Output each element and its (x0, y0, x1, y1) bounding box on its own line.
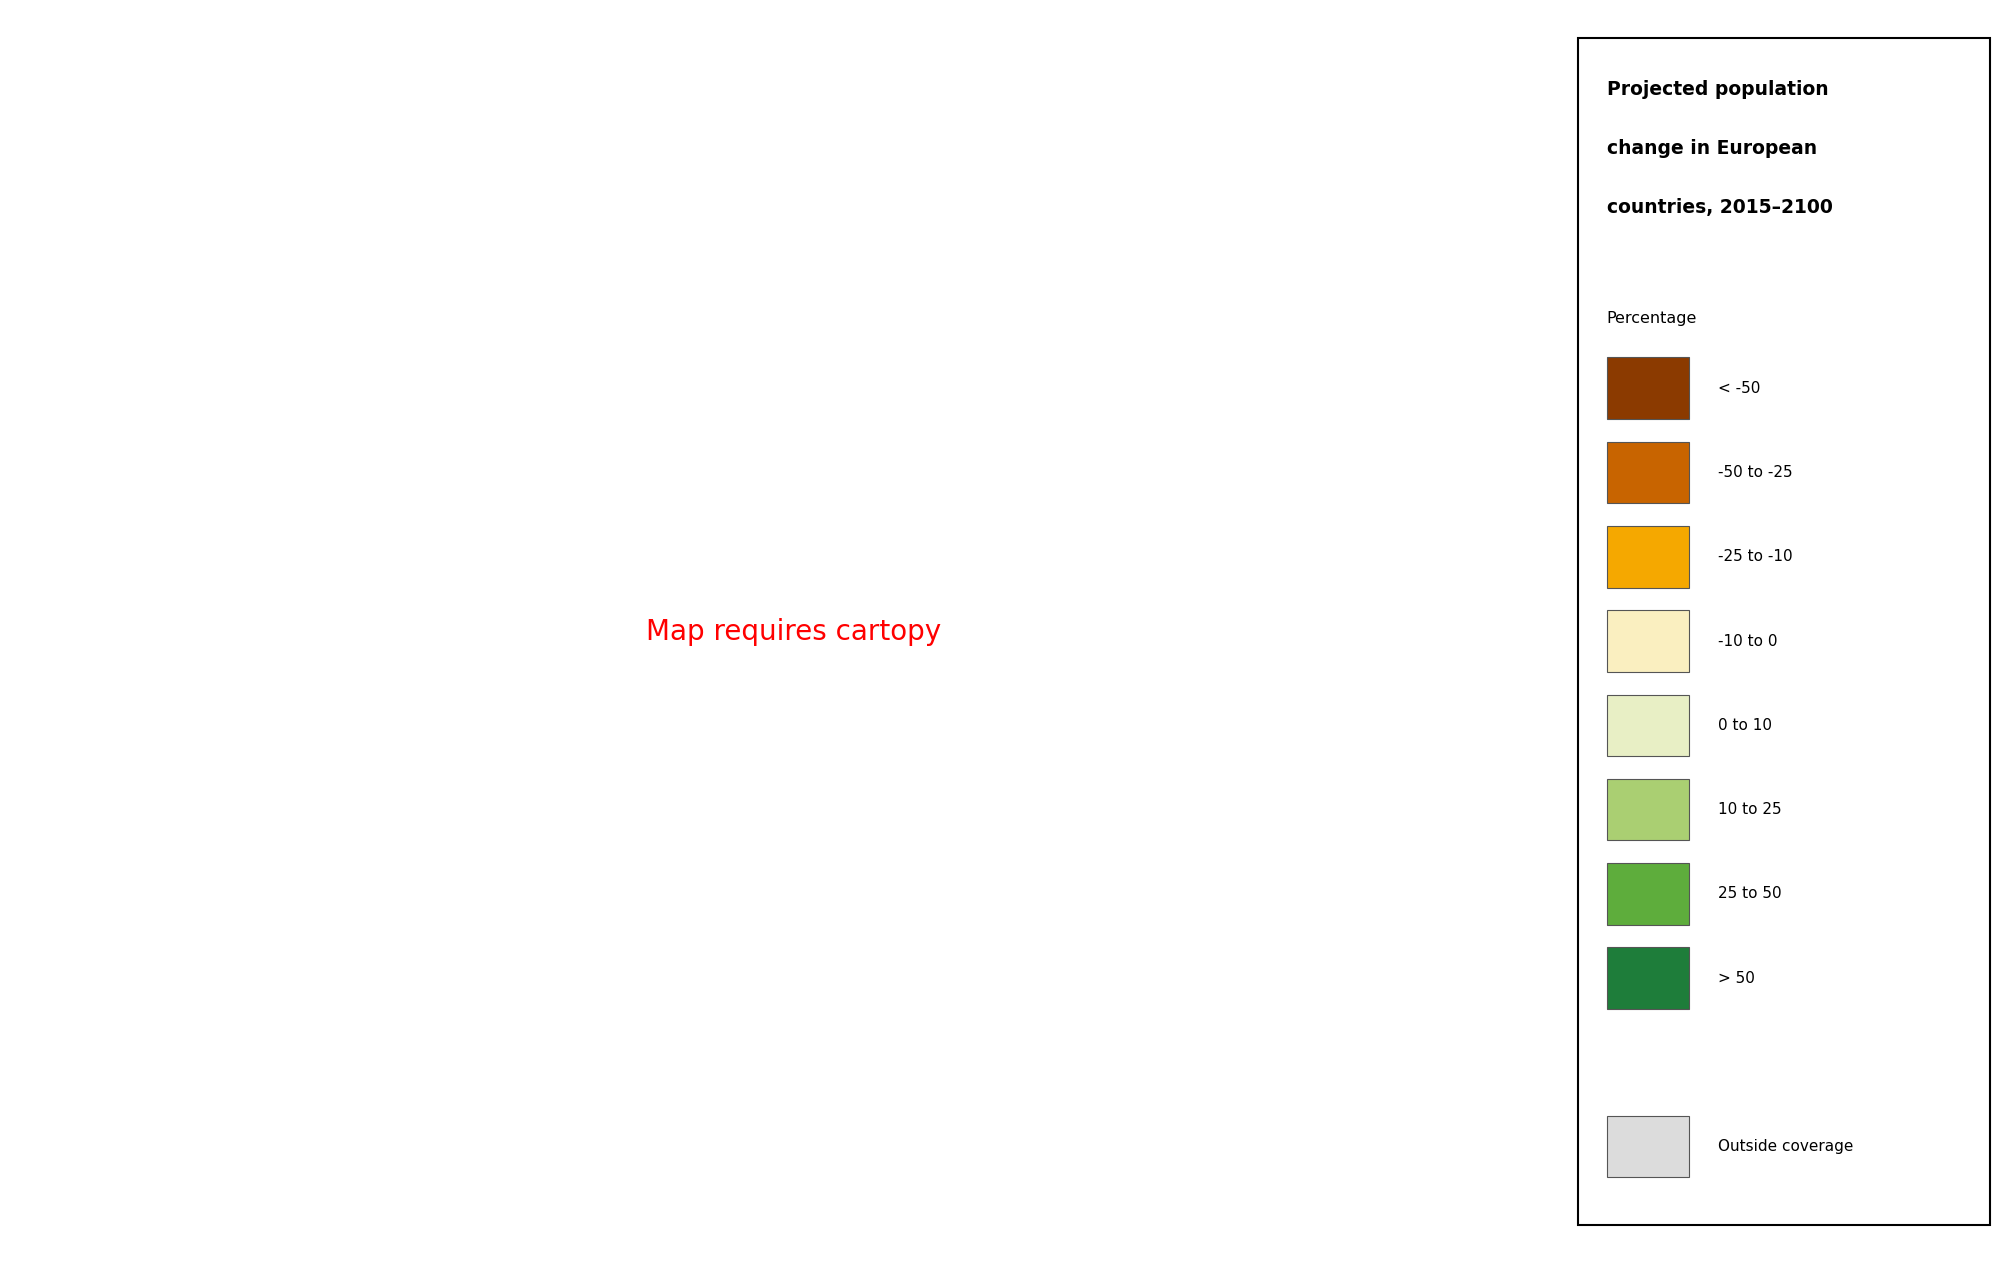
FancyBboxPatch shape (1606, 778, 1688, 841)
FancyBboxPatch shape (1606, 357, 1688, 420)
Text: countries, 2015–2100: countries, 2015–2100 (1606, 199, 1833, 217)
Text: Outside coverage: Outside coverage (1719, 1139, 1853, 1154)
Text: change in European: change in European (1606, 139, 1817, 158)
Text: Percentage: Percentage (1606, 311, 1696, 327)
Text: > 50: > 50 (1719, 971, 1755, 985)
FancyBboxPatch shape (1606, 610, 1688, 672)
Text: 0 to 10: 0 to 10 (1719, 718, 1773, 732)
Text: -25 to -10: -25 to -10 (1719, 550, 1793, 564)
FancyBboxPatch shape (1606, 526, 1688, 588)
FancyBboxPatch shape (1606, 863, 1688, 925)
Text: 10 to 25: 10 to 25 (1719, 803, 1781, 817)
Text: -10 to 0: -10 to 0 (1719, 634, 1777, 648)
Text: < -50: < -50 (1719, 380, 1761, 396)
Text: Map requires cartopy: Map requires cartopy (647, 618, 941, 646)
FancyBboxPatch shape (1606, 694, 1688, 757)
FancyBboxPatch shape (1606, 947, 1688, 1009)
Text: -50 to -25: -50 to -25 (1719, 466, 1793, 480)
FancyBboxPatch shape (1606, 1115, 1688, 1178)
Text: 25 to 50: 25 to 50 (1719, 887, 1781, 901)
Text: Projected population: Projected population (1606, 80, 1829, 98)
FancyBboxPatch shape (1606, 441, 1688, 504)
FancyBboxPatch shape (1578, 38, 1990, 1225)
